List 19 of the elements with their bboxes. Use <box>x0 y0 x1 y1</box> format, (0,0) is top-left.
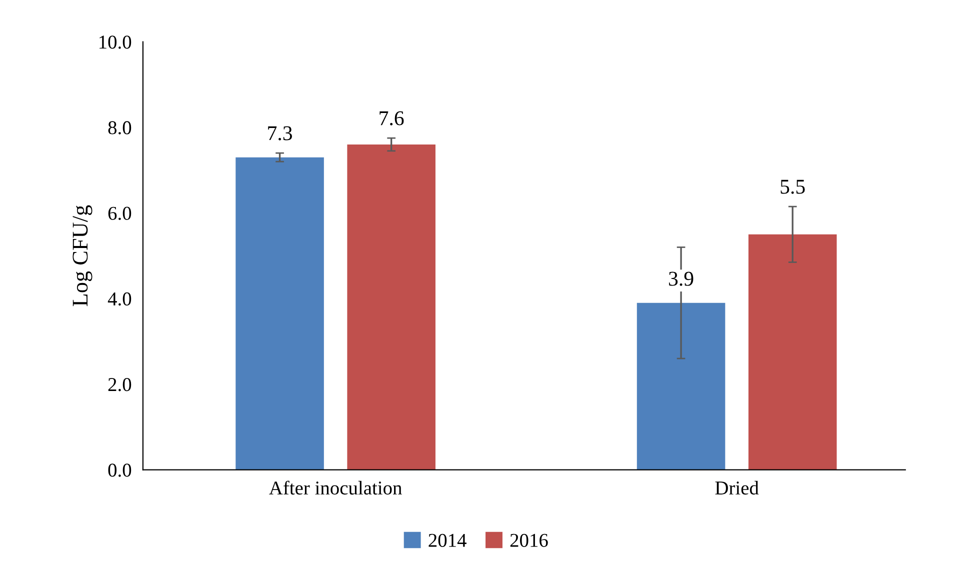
y-tick-label: 0.0 <box>108 464 132 477</box>
data-label: 5.5 <box>780 180 805 194</box>
y-tick-label: 10.0 <box>100 36 132 49</box>
bar <box>347 144 436 470</box>
y-tick-label: 4.0 <box>108 292 132 306</box>
y-tick-label: 2.0 <box>108 378 132 392</box>
bar <box>636 302 726 470</box>
legend-label: 2016 <box>510 534 548 547</box>
x-tick-label: After inoculation <box>269 480 402 495</box>
y-tick-label: 8.0 <box>108 121 132 134</box>
data-label: 7.3 <box>268 126 292 140</box>
y-axis-title: Log CFU/g <box>72 205 92 306</box>
bar <box>748 234 837 470</box>
legend-label: 2014 <box>428 534 466 547</box>
data-label: 7.6 <box>380 111 404 126</box>
data-label: 3.9 <box>669 272 694 286</box>
x-tick-label: Dried <box>715 480 759 495</box>
y-tick-label: 6.0 <box>108 206 132 220</box>
bar <box>236 157 324 470</box>
